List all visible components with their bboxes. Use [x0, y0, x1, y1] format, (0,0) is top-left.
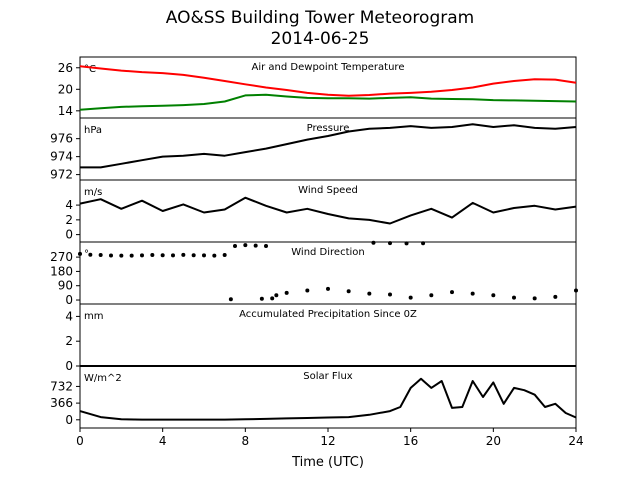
series-line-2-0: [79, 196, 577, 225]
wind-direction-point-0-16: [243, 243, 248, 248]
x-tick-label-0: 0: [76, 434, 84, 448]
wind-direction-point-0-3: [109, 253, 113, 258]
wind-direction-point-0-29: [470, 291, 475, 296]
wind-direction-point-0-19: [274, 293, 279, 298]
wind-direction-point-1-0: [228, 297, 233, 302]
x-tick-label-6: 24: [568, 434, 583, 448]
wind-direction-point-0-27: [429, 293, 434, 298]
series-line-5-0: [79, 377, 577, 421]
y-tick-label-3-2: 90: [58, 279, 73, 293]
wind-direction-point-0-31: [512, 295, 516, 300]
y-tick-label-3-0: 270: [50, 250, 73, 264]
wind-direction-point-0-25: [388, 292, 392, 297]
wind-direction-point-0-34: [574, 288, 578, 293]
y-tick-label-1-1: 974: [50, 150, 73, 164]
wind-direction-point-0-13: [212, 253, 217, 258]
wind-direction-point-0-11: [191, 253, 196, 258]
wind-direction-point-0-4: [119, 253, 124, 258]
wind-direction-point-1-5: [404, 241, 409, 246]
x-tick-label-2: 8: [242, 434, 250, 448]
wind-direction-point-0-14: [222, 253, 227, 258]
wind-direction-point-0-32: [532, 296, 537, 301]
wind-direction-point-0-1: [88, 252, 93, 257]
y-tick-label-2-2: 0: [65, 228, 73, 242]
wind-direction-point-0-22: [326, 286, 330, 291]
wind-direction-point-0-9: [171, 253, 175, 258]
wind-direction-point-0-2: [98, 253, 103, 258]
wind-direction-point-0-7: [150, 253, 155, 258]
wind-direction-point-0-23: [346, 289, 351, 294]
unit-label-1: hPa: [84, 125, 102, 136]
wind-direction-point-0-12: [202, 253, 206, 258]
wind-direction-point-1-6: [421, 241, 426, 246]
x-tick-label-3: 12: [320, 434, 335, 448]
wind-direction-point-1-4: [388, 241, 392, 246]
unit-label-3: °: [84, 249, 89, 260]
wind-direction-point-0-5: [129, 253, 134, 258]
wind-direction-point-0-10: [181, 252, 186, 257]
panel-title-5: Solar Flux: [303, 371, 353, 382]
wind-direction-point-0-30: [491, 293, 496, 298]
y-tick-label-1-2: 972: [50, 168, 73, 182]
unit-label-2: m/s: [84, 187, 102, 198]
y-tick-label-0-0: 26: [58, 61, 73, 75]
panel-title-0: Air and Dewpoint Temperature: [252, 62, 405, 73]
wind-direction-point-0-24: [367, 291, 372, 296]
wind-direction-point-0-26: [408, 295, 413, 300]
series-line-0-1: [79, 93, 577, 111]
x-tick-label-4: 16: [403, 434, 418, 448]
wind-direction-point-0-17: [253, 243, 258, 248]
y-tick-label-4-2: 0: [65, 359, 73, 373]
unit-label-5: W/m^2: [84, 373, 122, 384]
series-line-0-0: [79, 65, 577, 97]
chart-subtitle: 2014-06-25: [270, 29, 370, 49]
wind-direction-point-0-8: [160, 253, 165, 258]
series-line-1-0: [80, 123, 577, 169]
unit-label-4: mm: [84, 311, 103, 322]
x-axis-label: Time (UTC): [291, 455, 364, 470]
panel-title-4: Accumulated Precipitation Since 0Z: [239, 309, 417, 320]
wind-direction-point-0-0: [78, 251, 82, 256]
y-tick-label-5-1: 366: [50, 396, 73, 410]
y-tick-label-4-0: 4: [65, 309, 73, 323]
y-tick-label-0-1: 20: [58, 82, 73, 96]
wind-direction-point-0-6: [140, 253, 144, 258]
y-tick-label-1-0: 976: [50, 132, 73, 146]
y-tick-label-0-2: 14: [58, 104, 73, 118]
wind-direction-point-0-20: [284, 290, 289, 295]
unit-label-0: °C: [84, 64, 96, 75]
y-tick-label-5-0: 732: [50, 379, 73, 393]
x-tick-label-5: 20: [486, 434, 501, 448]
panel-title-1: Pressure: [307, 123, 350, 134]
y-tick-label-2-1: 2: [65, 213, 73, 227]
wind-direction-point-0-15: [233, 243, 237, 248]
chart-title: AO&SS Building Tower Meteorogram: [165, 8, 475, 28]
wind-direction-point-1-2: [270, 296, 275, 301]
wind-direction-point-0-21: [305, 288, 310, 293]
y-tick-label-3-3: 0: [65, 293, 73, 307]
wind-direction-point-1-3: [371, 240, 376, 245]
wind-direction-point-1-1: [259, 296, 264, 301]
y-tick-label-3-1: 180: [50, 264, 73, 278]
wind-direction-point-0-28: [450, 290, 454, 295]
x-tick-label-1: 4: [159, 434, 167, 448]
panel-title-2: Wind Speed: [298, 185, 358, 196]
wind-direction-point-0-33: [553, 294, 558, 299]
y-tick-label-4-1: 2: [65, 334, 73, 348]
y-tick-label-5-2: 0: [65, 413, 73, 427]
wind-direction-point-0-18: [264, 243, 268, 248]
y-tick-label-2-0: 4: [65, 198, 73, 212]
panel-title-3: Wind Direction: [291, 247, 365, 258]
